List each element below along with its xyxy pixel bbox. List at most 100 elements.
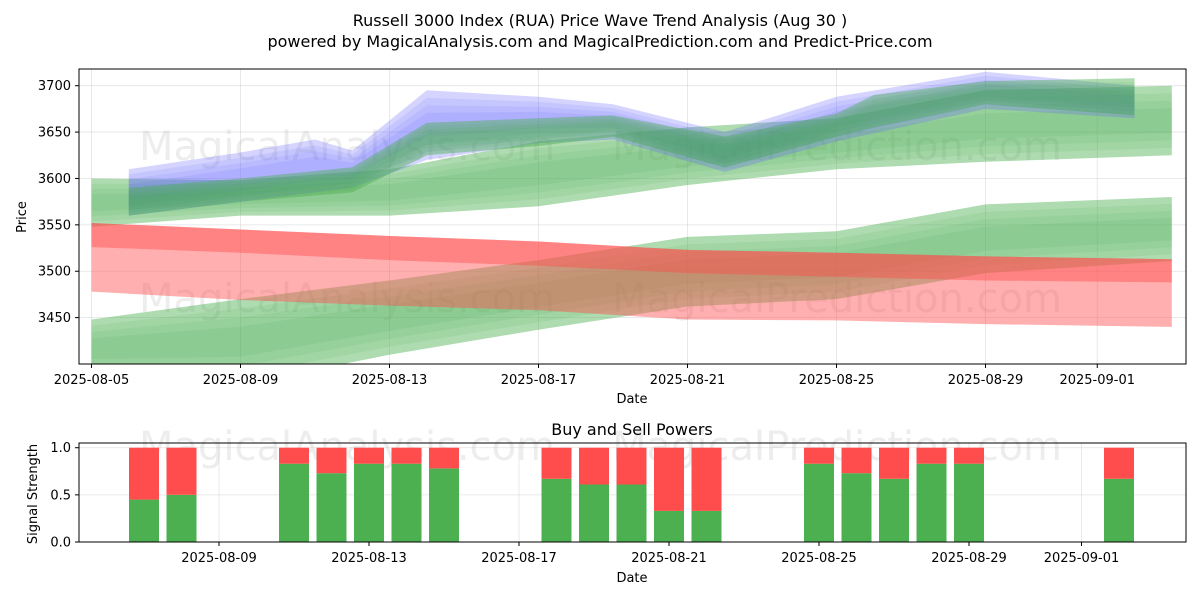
sell-power-bar	[166, 447, 197, 495]
powers-x-tick-label: 2025-08-25	[781, 551, 857, 566]
powers-y-axis-label: Signal Strength	[26, 444, 41, 544]
price-bands	[91, 71, 1172, 364]
price-y-tick-label: 3700	[38, 79, 71, 94]
price-y-axis-label: Price	[15, 201, 30, 233]
buy-power-bar	[804, 463, 834, 542]
buy-power-bar	[691, 510, 722, 542]
price-band-blue-layer	[128, 75, 1135, 211]
price-y-tick-label: 3600	[38, 172, 71, 187]
watermark-4: MagicalPrediction.com	[612, 276, 1062, 322]
powers-x-tick-label: 2025-08-09	[181, 551, 257, 566]
buy-power-bar	[129, 499, 159, 542]
sell-power-bar	[879, 447, 909, 479]
buy-power-bar	[391, 463, 422, 542]
price-band-green-layer	[91, 203, 1172, 364]
sell-power-bar	[579, 447, 609, 485]
chart-subtitle: powered by MagicalAnalysis.com and Magic…	[267, 32, 932, 51]
watermark-6: MagicalPrediction.com	[612, 424, 1062, 470]
sell-power-bar	[616, 447, 647, 485]
buy-power-bar	[1104, 478, 1134, 542]
sell-power-bar	[654, 447, 684, 511]
price-band-green-layer	[91, 100, 1172, 217]
powers-x-tick-label: 2025-08-13	[331, 551, 407, 566]
price-band-green	[91, 197, 1172, 364]
chart-title: Russell 3000 Index (RUA) Price Wave Tren…	[353, 11, 848, 30]
powers-title: Buy and Sell Powers	[551, 420, 713, 439]
price-band-green	[128, 78, 1135, 216]
price-band-red	[91, 223, 1172, 327]
buy-power-bar	[616, 484, 647, 542]
price-x-tick-label: 2025-08-05	[54, 373, 130, 388]
price-y-tick-label: 3650	[38, 126, 71, 141]
price-band-blue-layer	[128, 79, 1135, 206]
price-x-tick-label: 2025-08-21	[650, 373, 726, 388]
powers-x-tick-label: 2025-08-29	[931, 551, 1007, 566]
powers-y-tick-label: 0.5	[50, 488, 71, 503]
sell-power-bar	[316, 447, 347, 474]
price-band-green-layer	[91, 217, 1172, 359]
buy-power-bar	[166, 494, 197, 542]
price-x-axis-label: Date	[616, 392, 647, 407]
price-y-tick-label: 3500	[38, 265, 71, 280]
sell-power-bar	[804, 447, 834, 464]
price-band-green-layer	[91, 210, 1172, 364]
buy-power-bar	[541, 478, 572, 542]
price-plot-frame	[78, 68, 1187, 365]
sell-power-bar	[541, 447, 572, 479]
price-y-tick-label: 3450	[38, 311, 71, 326]
price-x-tick-label: 2025-08-25	[799, 373, 875, 388]
price-x-tick-label: 2025-08-29	[948, 373, 1024, 388]
buy-power-bar	[879, 478, 909, 542]
watermark-3: MagicalAnalysis.com	[139, 276, 555, 322]
powers-y-tick-label: 1.0	[50, 441, 71, 456]
price-band-green-layer	[91, 93, 1172, 222]
sell-power-bar	[429, 447, 459, 469]
price-band-green	[91, 85, 1172, 227]
buy-power-bar	[916, 463, 947, 542]
price-band-blue-layer	[128, 83, 1135, 201]
sell-power-bar	[279, 447, 309, 464]
powers-x-axis-label: Date	[616, 571, 647, 586]
watermark-1: MagicalAnalysis.com	[139, 124, 555, 170]
sell-power-bar	[916, 447, 947, 464]
price-x-tick-label: 2025-08-17	[501, 373, 577, 388]
price-y-tick-label: 3550	[38, 218, 71, 233]
buy-power-bar	[654, 510, 684, 542]
price-band-blue	[128, 71, 1135, 216]
sell-power-bar	[354, 447, 384, 464]
price-band-green-layer	[128, 88, 1135, 207]
watermark-5: MagicalAnalysis.com	[139, 424, 555, 470]
buy-power-bar	[841, 473, 872, 542]
watermarks: MagicalAnalysis.com MagicalPrediction.co…	[139, 124, 1062, 470]
buy-power-bar	[579, 484, 609, 542]
price-band-green-layer	[91, 108, 1172, 212]
sell-power-bar	[391, 447, 422, 464]
powers-x-tick-label: 2025-08-21	[631, 551, 707, 566]
price-x-tick-label: 2025-08-09	[203, 373, 279, 388]
sell-power-bar	[1104, 447, 1134, 479]
price-axis-ticks: 2025-08-05 2025-08-09 2025-08-13 2025-08-17…	[38, 79, 1135, 388]
price-grid	[79, 69, 1186, 364]
powers-y-tick-label: 0.0	[50, 536, 71, 551]
sell-power-bar	[691, 447, 722, 511]
price-band-green-layer	[128, 86, 1135, 210]
buy-power-bar	[316, 473, 347, 542]
powers-x-tick-label: 2025-08-17	[481, 551, 557, 566]
buy-power-bar	[429, 468, 459, 542]
sell-power-bar	[841, 447, 872, 474]
powers-bars	[129, 447, 1134, 542]
price-band-red	[91, 223, 1172, 283]
buy-power-bar	[279, 463, 309, 542]
powers-plot-frame	[78, 442, 1187, 543]
powers-x-tick-label: 2025-09-01	[1044, 551, 1120, 566]
buy-power-bar	[354, 463, 384, 542]
watermark-2: MagicalPrediction.com	[612, 124, 1062, 170]
powers-axis-ticks: 2025-08-09 2025-08-13 2025-08-17 2025-08-21…	[50, 441, 1119, 566]
buy-power-bar	[954, 463, 984, 542]
sell-power-bar	[954, 447, 984, 464]
price-x-tick-label: 2025-09-01	[1059, 373, 1135, 388]
price-x-tick-label: 2025-08-13	[352, 373, 428, 388]
price-band-green-layer	[128, 82, 1135, 213]
